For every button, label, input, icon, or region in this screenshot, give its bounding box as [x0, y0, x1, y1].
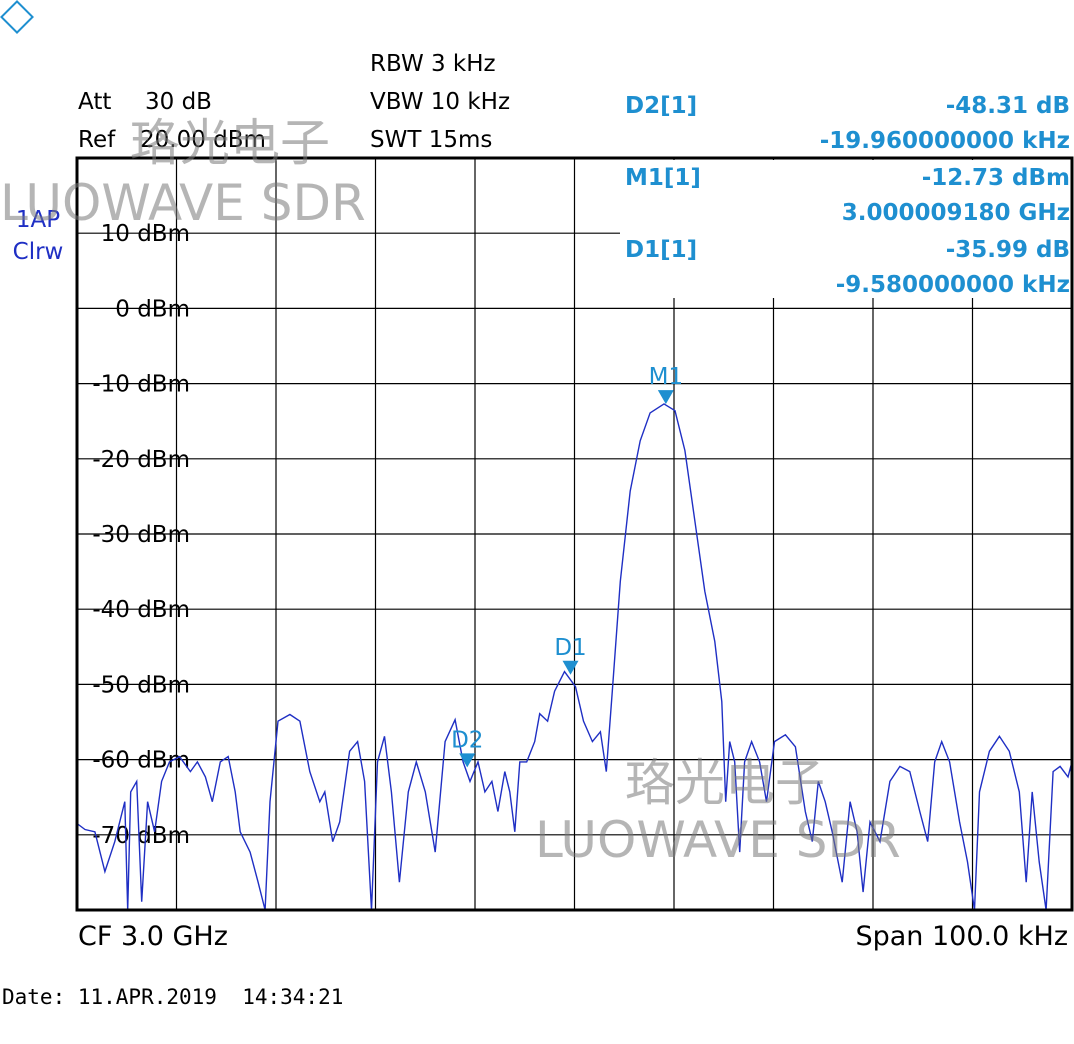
trace [76, 403, 1073, 911]
vbw: VBW 10 kHz [370, 89, 510, 115]
readout-level: -35.99 dB [946, 237, 1070, 263]
y-tick-label: -60 dBm [92, 748, 190, 774]
readout-name: M1[1] [625, 165, 701, 191]
y-tick-label: -20 dBm [92, 447, 190, 473]
marker [657, 390, 674, 405]
y-tick-label: -40 dBm [92, 597, 190, 623]
date: Date: 11.APR.2019 14:34:21 [2, 985, 343, 1009]
att-value: 30 dB [145, 89, 212, 115]
marker [562, 660, 579, 675]
marker-label: D2 [451, 727, 483, 753]
readout-panel [620, 160, 1071, 298]
center-frequency: CF 3.0 GHz [78, 921, 228, 952]
watermark-en: LUOWAVE SDR [0, 174, 366, 232]
readout-name: D1[1] [625, 237, 697, 263]
readout-name: D2[1] [625, 93, 697, 119]
marker [459, 753, 476, 768]
y-tick-label: 0 dBm [115, 296, 190, 322]
marker-label: M1 [649, 364, 683, 390]
readout-frequency: -19.960000000 kHz [820, 128, 1070, 154]
y-tick-label: 10 dBm [101, 221, 190, 247]
marker-readout: D2[1] -48.31 dB -19.960000000 kHz M1[1] -12.… [625, 93, 1070, 298]
y-tick-label: -30 dBm [92, 522, 190, 548]
y-tick-label: -70 dBm [92, 823, 190, 849]
trace-mode: 1AP [16, 207, 60, 233]
readout-frequency: -9.580000000 kHz [836, 272, 1070, 298]
rbw: RBW 3 kHz [370, 51, 496, 77]
marker-label: D1 [554, 635, 586, 661]
ref-value: 20.00 dBm [140, 127, 266, 153]
readout-level: -12.73 dBm [922, 165, 1070, 191]
y-tick-label: -10 dBm [92, 372, 190, 398]
plot-frame [75, 156, 1074, 912]
watermark-cn: 珞光电子 [625, 754, 825, 812]
readout-frequency: 3.000009180 GHz [842, 200, 1070, 226]
trace-detector: Clrw [13, 239, 64, 265]
att-label: Att [78, 89, 111, 115]
logo [0, 0, 34, 34]
y-tick-label: -50 dBm [92, 672, 190, 698]
swt: SWT 15ms [370, 127, 492, 153]
readout-level: -48.31 dB [946, 93, 1070, 119]
watermark-en: LUOWAVE SDR [535, 811, 901, 869]
span: Span 100.0 kHz [855, 921, 1068, 952]
ref-label: Ref [78, 127, 116, 153]
watermark-cn: 珞光电子 [130, 114, 330, 172]
